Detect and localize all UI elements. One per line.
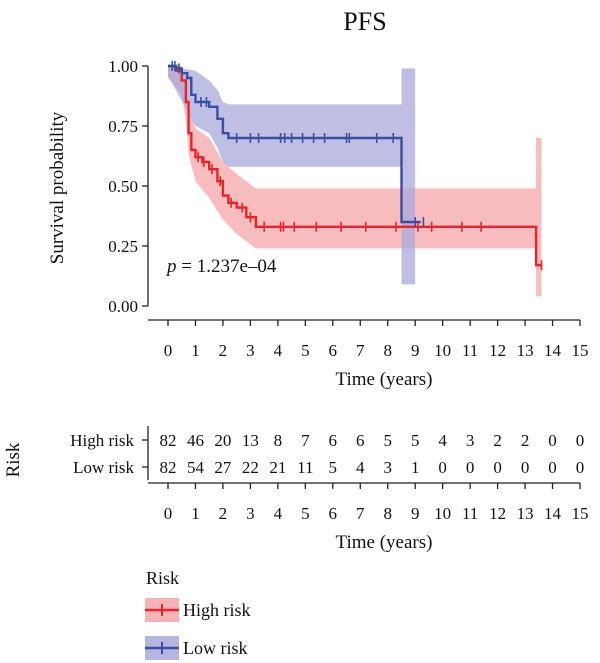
risk-x-tick-label: 14 xyxy=(544,504,562,523)
p-value-annotation: p = 1.237e–04 xyxy=(165,256,277,277)
risk-cell-value: 21 xyxy=(269,458,286,477)
legend-label-high-risk: High risk xyxy=(183,600,251,620)
x-tick-label: 2 xyxy=(219,341,228,360)
risk-x-tick-label: 7 xyxy=(356,504,365,523)
x-tick-label: 1 xyxy=(191,341,200,360)
legend: High risk Low risk xyxy=(145,598,251,660)
risk-cell-value: 0 xyxy=(548,458,557,477)
risk-cell-value: 2 xyxy=(493,431,502,450)
risk-cell-value: 5 xyxy=(411,431,420,450)
risk-cell-value: 0 xyxy=(548,431,557,450)
x-tick-label: 14 xyxy=(544,341,562,360)
y-tick-label: 0.00 xyxy=(108,297,138,316)
risk-x-tick-label: 13 xyxy=(517,504,534,523)
y-tick-label: 0.25 xyxy=(108,237,138,256)
risk-cell-value: 1 xyxy=(411,458,420,477)
x-tick-label: 12 xyxy=(489,341,506,360)
risk-cell-value: 8 xyxy=(274,431,283,450)
y-tick-label: 0.50 xyxy=(108,177,138,196)
risk-cell-value: 20 xyxy=(214,431,231,450)
y-axis-label: Survival probability xyxy=(47,111,68,264)
risk-x-tick-label: 2 xyxy=(219,504,228,523)
legend-title: Risk xyxy=(146,568,179,588)
p-symbol: p xyxy=(165,256,177,277)
risk-cell-value: 0 xyxy=(466,458,475,477)
risk-cell-value: 3 xyxy=(383,458,392,477)
risk-x-tick-label: 15 xyxy=(572,504,589,523)
risk-row-label: High risk xyxy=(70,431,134,450)
risk-cell-value: 0 xyxy=(576,431,585,450)
risk-cell-value: 7 xyxy=(301,431,310,450)
x-tick-label: 0 xyxy=(164,341,173,360)
risk-x-tick-label: 6 xyxy=(329,504,338,523)
chart-title: PFS xyxy=(343,7,386,36)
x-tick-label: 8 xyxy=(383,341,392,360)
x-tick-label: 11 xyxy=(462,341,478,360)
x-tick-label: 6 xyxy=(329,341,338,360)
x-tick-label: 10 xyxy=(434,341,451,360)
risk-x-tick-label: 3 xyxy=(246,504,255,523)
risk-cell-value: 54 xyxy=(187,458,205,477)
risk-cell-value: 0 xyxy=(576,458,585,477)
ci-band-high-risk xyxy=(168,66,542,297)
risk-cell-value: 4 xyxy=(438,431,447,450)
risk-x-tick-label: 1 xyxy=(191,504,200,523)
survival-curve-low-risk xyxy=(168,64,421,224)
x-tick-label: 7 xyxy=(356,341,365,360)
risk-table-title: Risk xyxy=(3,442,24,477)
p-value-text: = 1.237e–04 xyxy=(177,256,277,277)
risk-row-label: Low risk xyxy=(73,458,134,477)
risk-x-tick-label: 9 xyxy=(411,504,420,523)
risk-x-tick-label: 8 xyxy=(383,504,392,523)
risk-cell-value: 82 xyxy=(160,458,177,477)
risk-cell-value: 6 xyxy=(329,431,338,450)
x-axis-label: Time (years) xyxy=(336,369,433,390)
risk-table-x-label: Time (years) xyxy=(336,532,433,553)
ci-band-low-risk xyxy=(168,66,416,285)
survival-plot: 0.000.250.500.751.000 1 2 3 4 5 6 7 8 9 10 11 12 13 14… xyxy=(108,57,588,360)
risk-x-tick-label: 11 xyxy=(462,504,478,523)
risk-cell-value: 22 xyxy=(242,458,259,477)
x-tick-label: 4 xyxy=(274,341,283,360)
risk-cell-value: 5 xyxy=(329,458,338,477)
risk-x-tick-label: 0 xyxy=(164,504,173,523)
risk-cell-value: 27 xyxy=(214,458,232,477)
risk-cell-value: 0 xyxy=(493,458,502,477)
x-tick-label: 9 xyxy=(411,341,420,360)
y-tick-label: 0.75 xyxy=(108,117,138,136)
risk-cell-value: 6 xyxy=(356,431,365,450)
risk-cell-value: 46 xyxy=(187,431,204,450)
x-tick-label: 15 xyxy=(572,341,589,360)
y-tick-label: 1.00 xyxy=(108,57,138,76)
risk-x-tick-label: 5 xyxy=(301,504,310,523)
risk-cell-value: 2 xyxy=(521,431,530,450)
x-tick-label: 13 xyxy=(517,341,534,360)
risk-x-tick-label: 4 xyxy=(274,504,283,523)
x-tick-label: 3 xyxy=(246,341,255,360)
survival-curve-high-risk xyxy=(168,64,542,267)
risk-x-tick-label: 10 xyxy=(434,504,451,523)
risk-cell-value: 13 xyxy=(242,431,259,450)
risk-cell-value: 5 xyxy=(383,431,392,450)
risk-cell-value: 3 xyxy=(466,431,475,450)
risk-cell-value: 0 xyxy=(438,458,447,477)
risk-cell-value: 4 xyxy=(356,458,365,477)
legend-label-low-risk: Low risk xyxy=(183,638,248,658)
risk-cell-value: 11 xyxy=(297,458,313,477)
x-tick-label: 5 xyxy=(301,341,310,360)
risk-cell-value: 0 xyxy=(521,458,530,477)
risk-x-tick-label: 12 xyxy=(489,504,506,523)
risk-cell-value: 82 xyxy=(160,431,177,450)
